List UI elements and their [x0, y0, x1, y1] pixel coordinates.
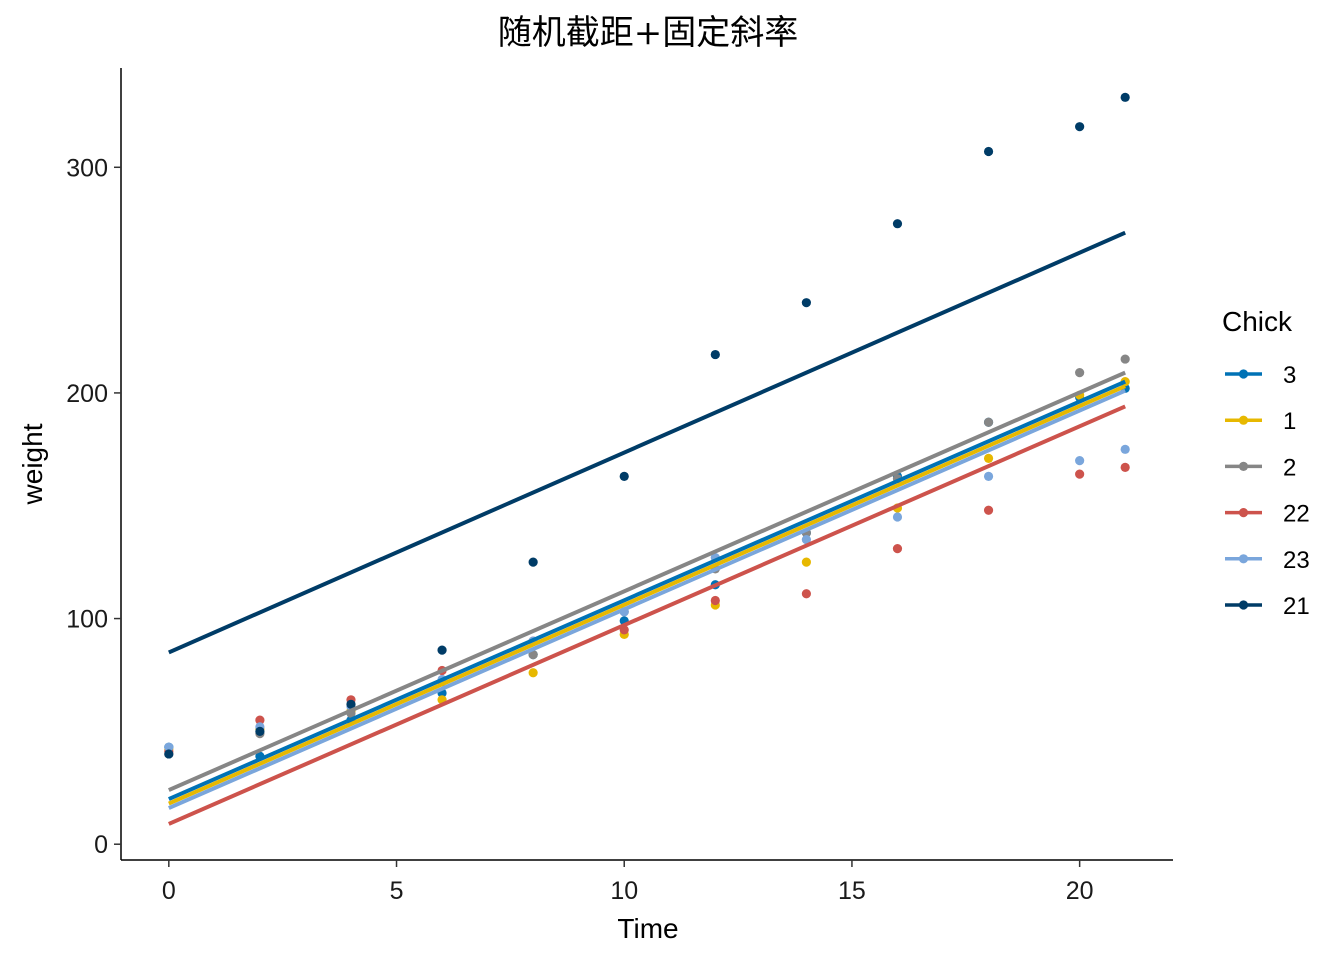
data-point — [983, 453, 994, 463]
data-point — [892, 219, 903, 229]
fit-line-23 — [168, 388, 1126, 810]
legend-key-dot — [1238, 554, 1249, 564]
series-3 — [164, 383, 1130, 761]
y-tick-label: 200 — [66, 380, 108, 408]
data-point — [619, 471, 629, 482]
x-tick-label: 0 — [162, 877, 176, 905]
y-tick-label: 100 — [66, 606, 108, 634]
y-tick-label: 300 — [66, 154, 108, 182]
data-point — [1120, 444, 1130, 454]
y-axis-title: weight — [17, 423, 48, 505]
data-point — [892, 544, 903, 554]
data-point — [255, 726, 265, 736]
legend-title: Chick — [1222, 306, 1293, 337]
data-point — [164, 749, 174, 759]
x-tick-label: 15 — [838, 877, 866, 905]
data-point — [1120, 462, 1130, 472]
x-tick-label: 10 — [610, 877, 638, 905]
data-point — [983, 505, 994, 515]
legend-key-dot — [1238, 461, 1249, 471]
data-point — [801, 298, 811, 308]
data-point — [255, 715, 265, 725]
legend-label: 3 — [1283, 362, 1296, 389]
data-point — [801, 589, 811, 599]
data-point — [983, 146, 994, 157]
legend-label: 21 — [1283, 593, 1310, 620]
legend-key-dot — [1238, 507, 1249, 518]
data-point — [801, 534, 811, 545]
fit-line-22 — [168, 404, 1126, 826]
data-point — [892, 512, 903, 522]
x-axis-title: Time — [617, 913, 678, 944]
x-tick-label: 5 — [390, 877, 404, 905]
data-point — [164, 742, 174, 752]
data-point — [710, 595, 720, 606]
data-point — [1120, 92, 1130, 102]
series-21 — [164, 92, 1130, 759]
data-point — [528, 557, 538, 567]
chart-title: 随机截距+固定斜率 — [498, 13, 799, 53]
fit-line-2 — [168, 370, 1126, 792]
legend-key-dot — [1238, 369, 1249, 379]
fit-line-1 — [168, 384, 1126, 806]
legend-label: 1 — [1283, 408, 1296, 435]
data-point — [528, 650, 538, 660]
data-point — [1075, 456, 1085, 466]
legend-key-dot — [1238, 415, 1249, 425]
plot-area — [164, 92, 1130, 826]
x-axis-ticks: 0 5 10 15 20 — [162, 860, 1094, 905]
legend-label: 23 — [1283, 547, 1310, 574]
data-point — [1120, 354, 1130, 364]
legend-label: 2 — [1283, 454, 1296, 481]
data-point — [1075, 122, 1085, 132]
legend-label: 22 — [1283, 501, 1310, 528]
series-22 — [164, 462, 1130, 757]
data-point — [983, 417, 994, 427]
data-point — [346, 699, 356, 709]
data-point — [983, 471, 994, 482]
y-tick-label: 0 — [94, 831, 108, 859]
data-point — [1075, 368, 1085, 378]
x-tick-label: 20 — [1066, 877, 1094, 905]
data-point — [801, 557, 811, 567]
series-2 — [164, 354, 1130, 759]
data-point — [437, 645, 447, 655]
fit-line-3 — [168, 379, 1126, 801]
data-point — [710, 349, 720, 360]
fit-line-21 — [168, 230, 1126, 655]
legend-key-dot — [1238, 600, 1249, 610]
y-axis-ticks: 0 100 200 300 — [66, 154, 121, 859]
data-point — [528, 668, 538, 678]
data-point — [1075, 469, 1085, 479]
